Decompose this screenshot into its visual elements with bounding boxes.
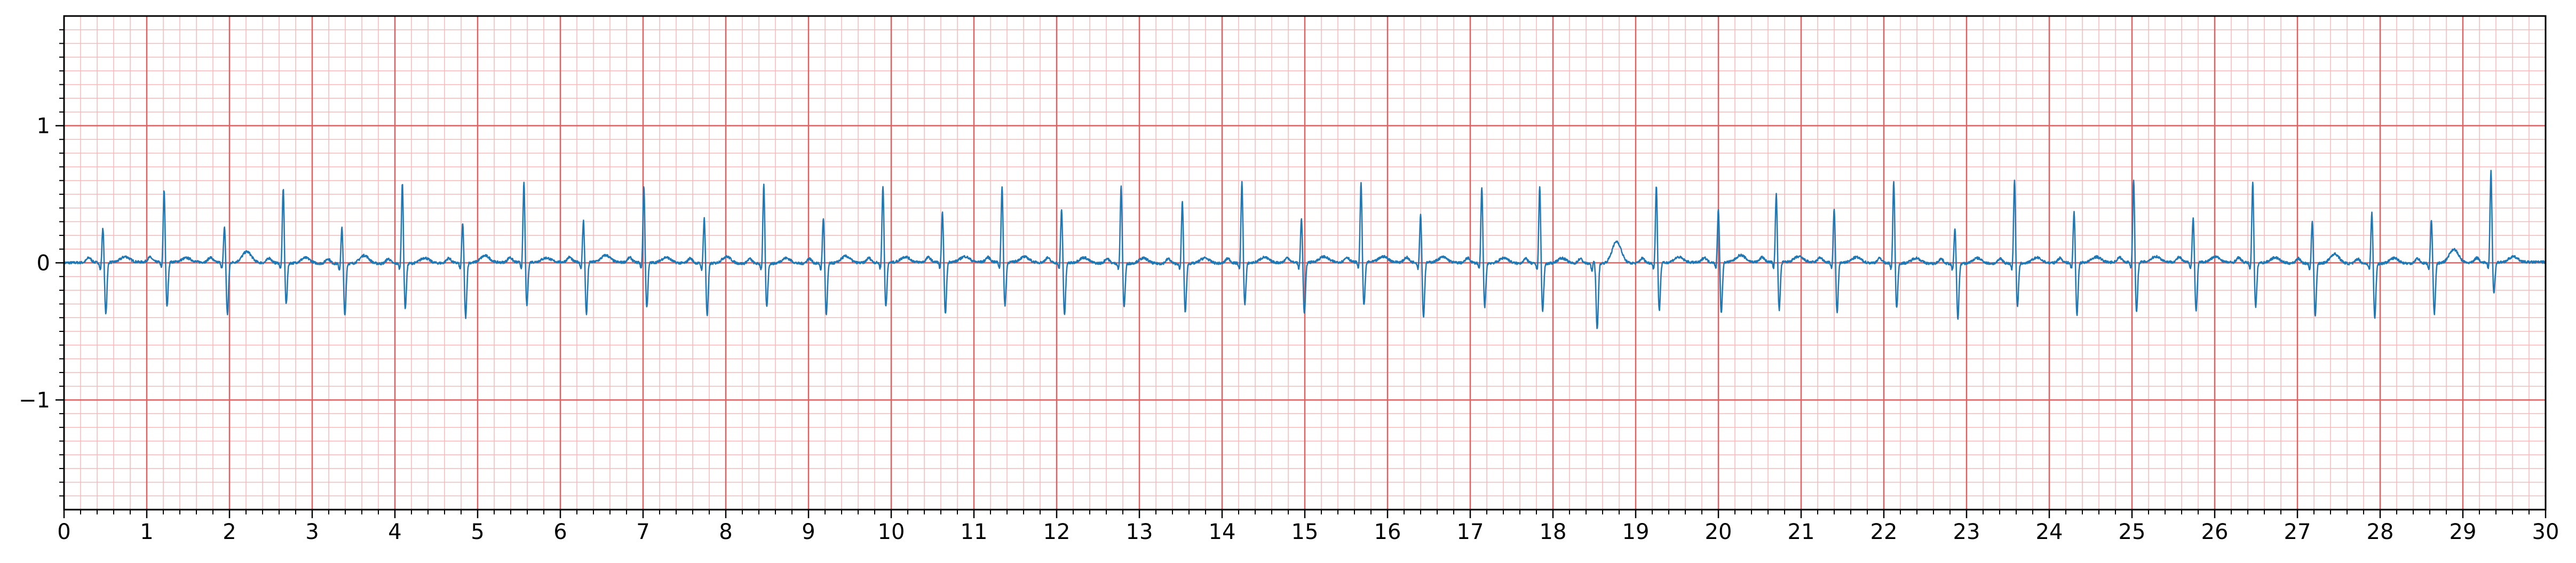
x-tick-label: 14 — [1209, 520, 1236, 544]
x-tick-label: 12 — [1043, 520, 1071, 544]
trace-layer — [63, 170, 2547, 329]
x-tick-label: 28 — [2367, 520, 2394, 544]
x-tick-label: 8 — [719, 520, 732, 544]
ecg-trace-line — [63, 170, 2547, 329]
x-tick-label: 26 — [2201, 520, 2229, 544]
x-tick-label: 11 — [961, 520, 988, 544]
x-tick-label: 10 — [878, 520, 905, 544]
x-tick-label: 2 — [223, 520, 236, 544]
x-tick-label: 1 — [140, 520, 153, 544]
x-tick-label: 20 — [1705, 520, 1732, 544]
x-tick-label: 7 — [636, 520, 649, 544]
x-tick-label: 13 — [1126, 520, 1153, 544]
x-tick-label: 3 — [305, 520, 319, 544]
x-tick-label: 29 — [2450, 520, 2477, 544]
x-tick-label: 18 — [1540, 520, 1567, 544]
x-tick-label: 16 — [1374, 520, 1401, 544]
x-tick-label: 23 — [1953, 520, 1980, 544]
x-tick-label: 27 — [2284, 520, 2311, 544]
y-tick-label: −1 — [19, 388, 50, 413]
x-axis-ticks: 0 1 2 3 4 5 6 7 8 9 10 11 12 13 14 15 16 17 18 19 20 21 22 23 24… — [57, 510, 2559, 544]
y-tick-label: 1 — [37, 114, 50, 139]
x-tick-label: 4 — [388, 520, 401, 544]
x-tick-label: 25 — [2119, 520, 2146, 544]
x-tick-label: 15 — [1291, 520, 1319, 544]
x-tick-label: 5 — [471, 520, 484, 544]
x-tick-label: 30 — [2532, 520, 2559, 544]
x-tick-label: 22 — [1870, 520, 1898, 544]
x-tick-label: 17 — [1457, 520, 1484, 544]
y-tick-label: 0 — [37, 251, 50, 276]
x-tick-label: 6 — [553, 520, 567, 544]
x-tick-label: 19 — [1622, 520, 1650, 544]
x-tick-label: 9 — [802, 520, 815, 544]
y-axis-ticks: −1 0 1 — [19, 29, 64, 497]
x-tick-label: 0 — [57, 520, 70, 544]
x-tick-label: 24 — [2036, 520, 2063, 544]
x-tick-label: 21 — [1788, 520, 1815, 544]
